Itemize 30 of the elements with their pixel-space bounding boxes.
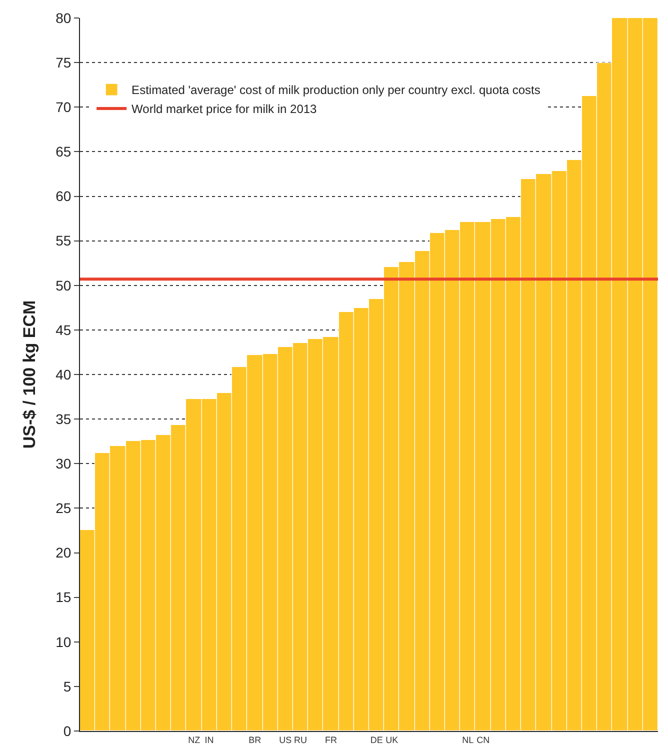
y-tick-label: 75 bbox=[56, 54, 72, 70]
y-tick-label: 10 bbox=[56, 634, 72, 650]
y-tick-label: 65 bbox=[56, 144, 72, 160]
y-tick-label: 50 bbox=[56, 277, 72, 294]
x-tick-label: FR bbox=[324, 734, 338, 745]
y-tick-label: 25 bbox=[56, 500, 72, 516]
x-tick-label: IN bbox=[204, 734, 214, 745]
y-tick-label: 70 bbox=[56, 99, 72, 116]
x-tick-label: NL bbox=[462, 734, 474, 745]
x-tick-label: DE bbox=[370, 734, 383, 745]
x-tick-label: RU bbox=[294, 734, 308, 745]
x-tick-label: CN bbox=[476, 734, 490, 745]
y-tick-label: 60 bbox=[56, 188, 72, 204]
x-tick-label: NZ bbox=[188, 734, 201, 745]
legend-label: Estimated 'average' cost of milk production only per country excl. quota costs bbox=[132, 83, 540, 98]
y-tick-label: 30 bbox=[56, 456, 72, 472]
legend-label: World market price for milk in 2013 bbox=[132, 102, 318, 116]
y-tick-label: 0 bbox=[63, 722, 72, 739]
y-axis-title: US-$ / 100 kg ECM bbox=[20, 300, 40, 449]
y-tick-label: 40 bbox=[56, 366, 72, 382]
y-tick-label: 55 bbox=[56, 232, 72, 249]
x-tick-label: US bbox=[279, 734, 292, 745]
y-tick-label: 5 bbox=[63, 678, 72, 694]
y-tick-label: 80 bbox=[56, 10, 72, 26]
x-tick-label: BR bbox=[248, 734, 262, 745]
y-tick-label: 45 bbox=[56, 322, 72, 338]
x-tick-label: UK bbox=[386, 734, 398, 745]
y-tick-label: 15 bbox=[56, 589, 72, 606]
y-tick-label: 20 bbox=[56, 544, 72, 561]
y-tick-label: 35 bbox=[56, 410, 72, 427]
